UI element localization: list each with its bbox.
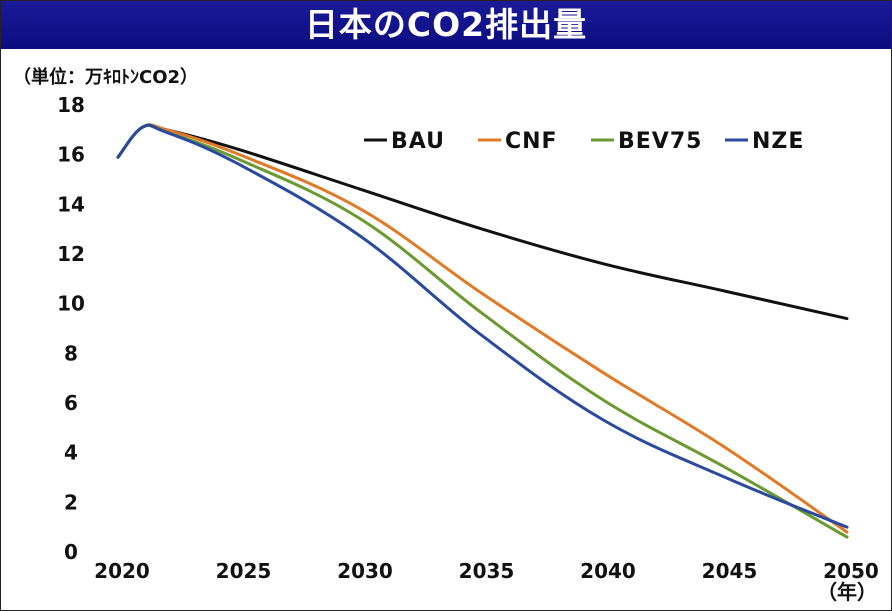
x-tick-label: 2035 [459,559,515,583]
y-tick-label: 6 [64,391,78,415]
x-tick-label: 2025 [216,559,272,583]
y-tick-label: 8 [64,341,78,365]
y-tick-label: 12 [57,242,85,266]
x-tick-label: 2040 [580,559,636,583]
y-tick-label: 0 [64,540,78,564]
y-tick-label: 16 [57,143,85,167]
x-axis-unit-label: （年） [817,580,877,604]
legend-label-bev75: BEV75 [618,129,702,154]
y-tick-label: 10 [57,292,85,316]
y-tick-label: 18 [57,93,85,117]
series-lines [116,123,849,539]
x-tick-label: 2030 [337,559,393,583]
y-axis-ticks: 0 2 4 6 8 10 12 14 16 18 [57,93,85,564]
legend-label-cnf: CNF [505,129,558,154]
x-axis-ticks: 2020 2025 2030 2035 2040 2045 2050 [94,559,879,583]
x-tick-label: 2045 [702,559,758,583]
y-tick-label: 14 [57,192,85,216]
series-line-nze [116,123,849,529]
x-tick-label: 2050 [823,559,879,583]
series-line-cnf [116,123,849,534]
y-tick-label: 4 [64,441,78,465]
x-tick-label: 2020 [94,559,150,583]
y-axis-unit-label: （単位：万ｷﾛﾄﾝCO2） [13,66,198,88]
y-tick-label: 2 [64,490,78,514]
series-line-bev75 [116,123,849,539]
chart-title: 日本のCO2排出量 [1,1,891,49]
legend-label-bau: BAU [391,129,445,154]
legend-label-nze: NZE [752,129,804,154]
legend: BAU CNF BEV75 NZE [364,129,804,154]
